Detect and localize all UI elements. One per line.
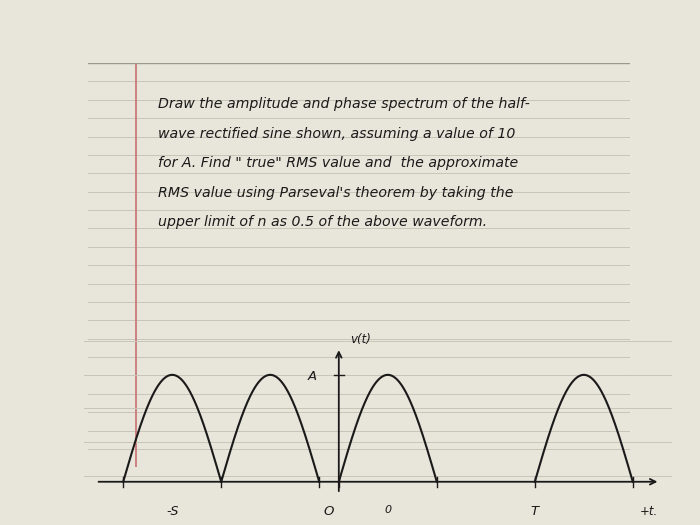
Text: v(t): v(t): [350, 333, 371, 346]
Text: -S: -S: [166, 505, 179, 518]
Text: RMS value using Parseval's theorem by taking the: RMS value using Parseval's theorem by ta…: [158, 186, 514, 200]
Text: wave rectified sine shown, assuming a value of 10: wave rectified sine shown, assuming a va…: [158, 127, 515, 141]
Text: A: A: [308, 370, 317, 383]
Text: upper limit of n as 0.5 of the above waveform.: upper limit of n as 0.5 of the above wav…: [158, 215, 487, 229]
Text: O: O: [324, 505, 334, 518]
Text: 0: 0: [384, 505, 391, 515]
Text: +t.: +t.: [639, 505, 657, 518]
Text: for A. Find " true" RMS value and  the approximate: for A. Find " true" RMS value and the ap…: [158, 156, 518, 171]
Text: Draw the amplitude and phase spectrum of the half-: Draw the amplitude and phase spectrum of…: [158, 97, 530, 111]
Text: T: T: [531, 505, 539, 518]
